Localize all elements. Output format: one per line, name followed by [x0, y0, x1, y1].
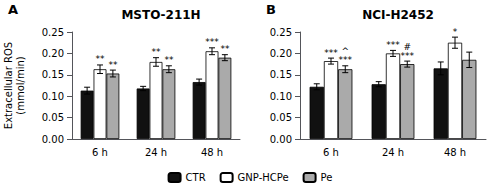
svg-text:Extracellular ROS: Extracellular ROS: [3, 42, 14, 129]
svg-text:24 h: 24 h: [145, 147, 167, 158]
svg-text:MSTO-211H: MSTO-211H: [121, 8, 200, 22]
svg-text:**: **: [152, 47, 162, 57]
svg-text:**: **: [96, 54, 106, 64]
svg-text:CTR: CTR: [186, 172, 206, 183]
svg-text:GNP-HCPe: GNP-HCPe: [238, 172, 289, 183]
svg-text:0.10: 0.10: [270, 91, 292, 102]
svg-text:0.20: 0.20: [42, 48, 64, 59]
svg-text:***: ***: [401, 51, 415, 61]
svg-text:48 h: 48 h: [444, 147, 466, 158]
svg-text:**: **: [220, 44, 230, 54]
svg-text:NCI-H2452: NCI-H2452: [362, 8, 434, 22]
svg-text:24 h: 24 h: [382, 147, 404, 158]
svg-text:0.05: 0.05: [270, 112, 292, 123]
svg-text:**: **: [164, 55, 174, 65]
svg-text:48 h: 48 h: [201, 147, 223, 158]
svg-text:0.00: 0.00: [42, 134, 64, 145]
svg-text:***: ***: [205, 37, 219, 47]
svg-text:Pe: Pe: [321, 172, 333, 183]
svg-text:***: ***: [339, 55, 353, 65]
svg-text:*: *: [453, 27, 458, 37]
svg-text:0.25: 0.25: [42, 27, 64, 38]
svg-text:***: ***: [324, 48, 338, 58]
svg-text:(mmol/min): (mmol/min): [15, 56, 26, 115]
svg-text:**: **: [108, 60, 118, 70]
svg-text:6 h: 6 h: [92, 147, 108, 158]
svg-text:0.05: 0.05: [42, 112, 64, 123]
svg-text:^: ^: [341, 46, 349, 56]
svg-text:***: ***: [386, 40, 400, 50]
svg-text:#: #: [403, 42, 411, 52]
svg-text:0.15: 0.15: [42, 69, 64, 80]
svg-text:6 h: 6 h: [323, 147, 339, 158]
svg-text:0.00: 0.00: [270, 134, 292, 145]
svg-text:A: A: [8, 2, 18, 17]
svg-text:0.20: 0.20: [270, 48, 292, 59]
svg-text:0.15: 0.15: [270, 69, 292, 80]
svg-text:B: B: [266, 2, 276, 17]
svg-text:0.25: 0.25: [270, 27, 292, 38]
svg-text:0.10: 0.10: [42, 91, 64, 102]
